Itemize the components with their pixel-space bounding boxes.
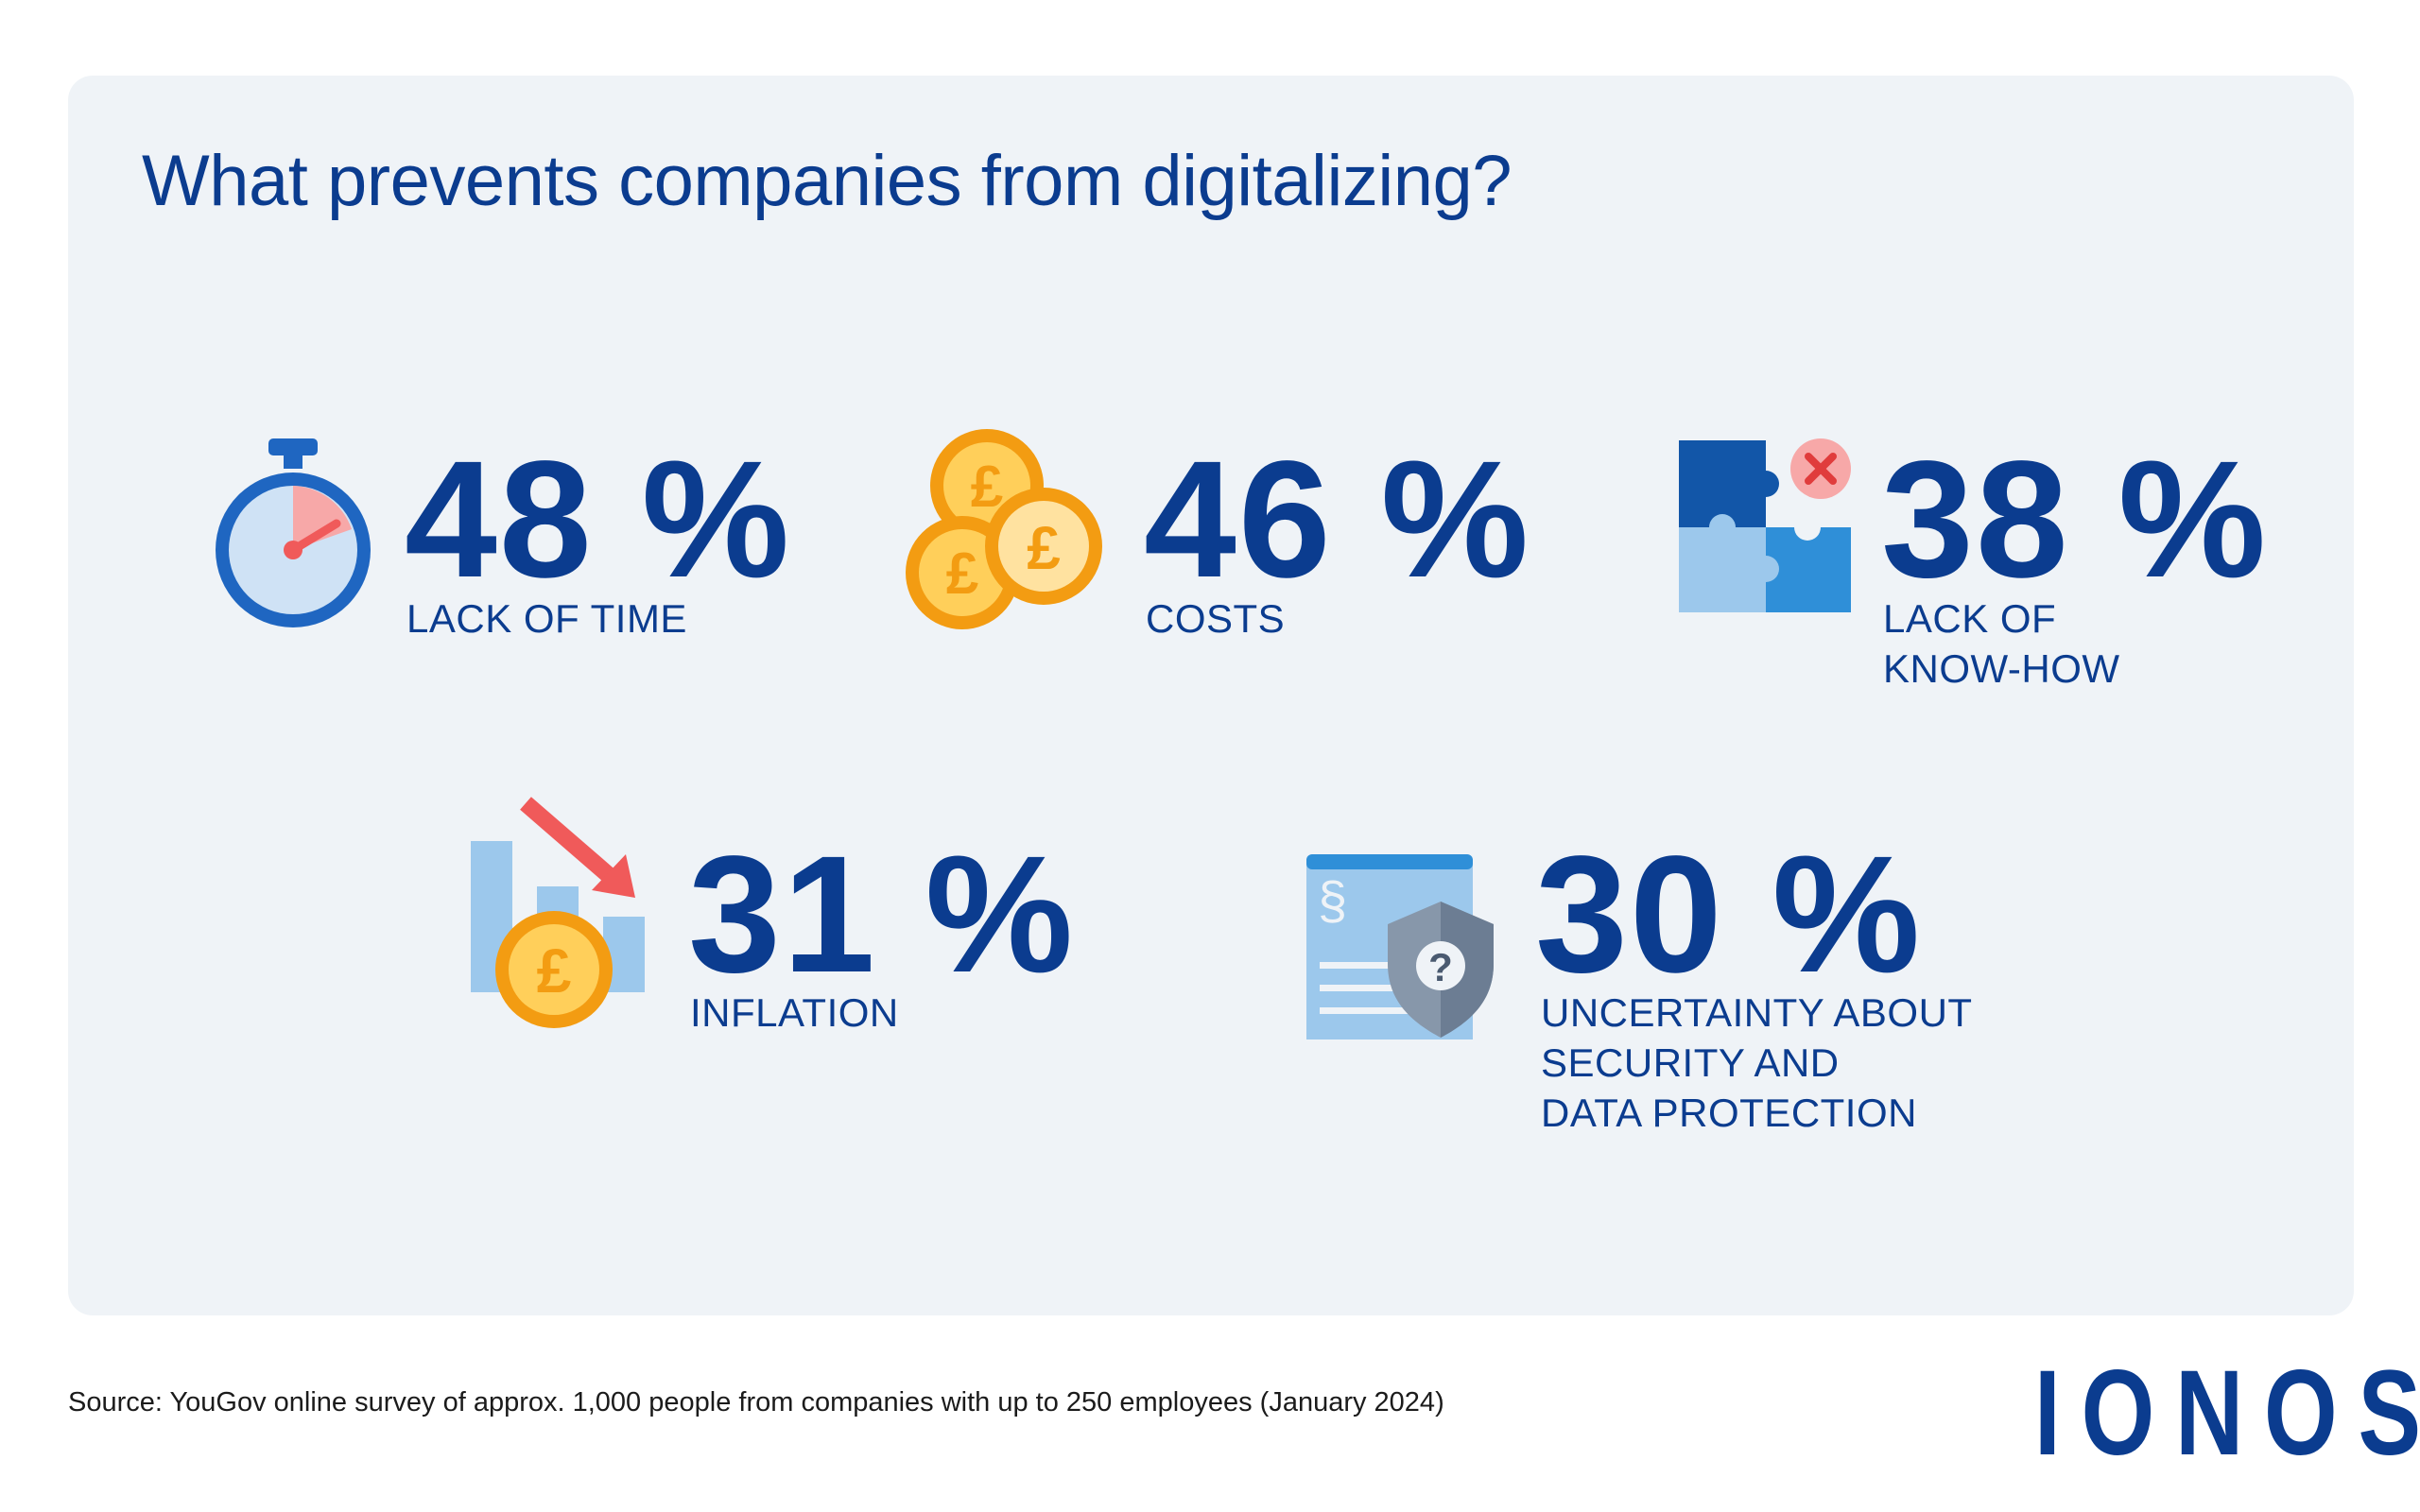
- svg-text:£: £: [971, 455, 1003, 520]
- stat-label: LACK OF TIME: [406, 596, 687, 641]
- stat-label: INFLATION: [690, 990, 899, 1035]
- svg-text:?: ?: [1428, 945, 1453, 989]
- stat-label: LACK OF KNOW-HOW: [1883, 596, 2120, 691]
- stat-label: UNCERTAINTY ABOUT SECURITY AND DATA PROT…: [1541, 990, 1973, 1135]
- stat-value: 31 %: [688, 822, 1076, 1007]
- stat-value: 46 %: [1144, 427, 1531, 612]
- svg-text:£: £: [946, 541, 978, 607]
- brand-logo: IONOS: [2034, 1346, 2420, 1481]
- stopwatch-icon: [216, 438, 371, 627]
- stat-label: COSTS: [1146, 596, 1286, 641]
- puzzle-icon: [1679, 438, 1851, 612]
- declining-chart-icon: £: [471, 797, 645, 1028]
- infographic-panel: [68, 76, 2354, 1315]
- pound-coins-icon: £ £ £: [906, 429, 1102, 629]
- stat-value: 38 %: [1881, 427, 2269, 612]
- svg-text:§: §: [1318, 870, 1347, 930]
- page-title: What prevents companies from digitalizin…: [142, 141, 1512, 221]
- document-shield-icon: § ?: [1306, 854, 1494, 1040]
- source-note: Source: YouGov online survey of approx. …: [68, 1387, 1444, 1418]
- stat-value: 48 %: [405, 427, 792, 612]
- stat-value: 30 %: [1535, 822, 1923, 1007]
- svg-text:£: £: [1027, 514, 1061, 582]
- svg-text:£: £: [537, 936, 572, 1005]
